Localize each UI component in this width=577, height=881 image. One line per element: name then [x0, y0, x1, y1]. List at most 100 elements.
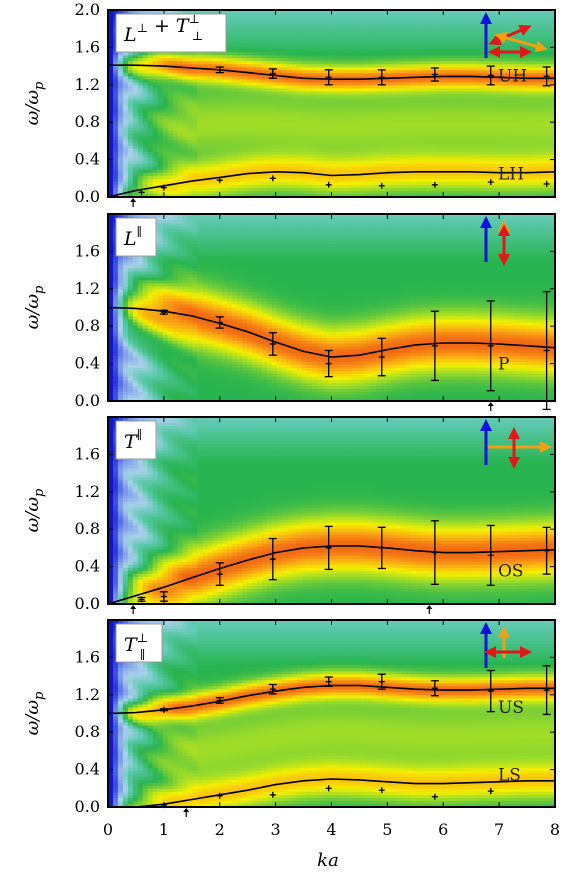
heatmap-cell — [122, 94, 129, 99]
heatmap-cell — [137, 103, 144, 108]
heatmap-cell — [152, 82, 159, 87]
heatmap-cell — [112, 139, 119, 144]
heatmap-cell — [137, 61, 144, 65]
heatmap-cell — [167, 112, 174, 117]
heatmap-cell — [257, 85, 263, 90]
heatmap-cell — [127, 52, 134, 56]
heatmap-cell — [242, 139, 248, 144]
heatmap-cell — [207, 55, 213, 59]
heatmap-cell — [232, 148, 238, 153]
heatmap-cell — [222, 100, 228, 105]
heatmap-cell — [192, 76, 198, 80]
heatmap-cell — [132, 175, 139, 180]
heatmap-cell — [127, 136, 134, 141]
heatmap-cell — [147, 10, 154, 14]
heatmap-cell — [232, 52, 238, 56]
heatmap-cell — [242, 136, 248, 141]
heatmap-cell — [182, 115, 189, 120]
heatmap-cell — [187, 79, 194, 83]
heatmap-cell — [222, 124, 228, 129]
heatmap-cell — [167, 151, 174, 156]
heatmap-cell — [227, 124, 233, 129]
heatmap-cell — [222, 148, 228, 153]
heatmap-cell — [157, 139, 164, 144]
heatmap-cell — [122, 160, 129, 165]
heatmap-cell — [147, 154, 154, 159]
heatmap-cell — [117, 175, 124, 180]
heatmap-cell — [257, 109, 263, 114]
heatmap-cell — [152, 58, 159, 62]
heatmap-cell — [137, 85, 144, 90]
heatmap-cell — [162, 157, 169, 162]
heatmap-cell — [117, 58, 124, 62]
heatmap-cell — [237, 187, 243, 192]
heatmap-cell — [212, 91, 218, 96]
heatmap-cell — [162, 187, 169, 192]
heatmap-cell — [237, 28, 243, 32]
heatmap-cell — [108, 127, 114, 132]
heatmap-cell — [252, 49, 258, 53]
heatmap-cell — [157, 169, 164, 174]
heatmap-cell — [207, 139, 213, 144]
heatmap-cell — [152, 109, 159, 114]
heatmap-cell — [147, 115, 154, 120]
heatmap-cell — [232, 115, 238, 120]
heatmap-cell — [122, 103, 129, 108]
heatmap-cell — [222, 127, 228, 132]
heatmap-cell — [187, 58, 194, 62]
heatmap-cell — [152, 145, 159, 150]
heatmap-cell — [197, 73, 203, 77]
heatmap-cell — [222, 64, 228, 68]
heatmap-cell — [117, 109, 124, 114]
heatmap-cell — [222, 187, 228, 192]
heatmap-cell — [147, 94, 154, 99]
heatmap-cell — [227, 106, 233, 111]
heatmap-cell — [237, 37, 243, 41]
heatmap-cell — [197, 190, 203, 195]
heatmap-cell — [187, 130, 194, 135]
heatmap-cell — [247, 82, 253, 87]
heatmap-cell — [187, 142, 194, 147]
heatmap-cell — [222, 88, 228, 93]
heatmap-cell — [237, 151, 243, 156]
heatmap-cell — [108, 121, 114, 126]
heatmap-cell — [247, 73, 253, 77]
heatmap-cell — [252, 94, 258, 99]
heatmap-cell — [137, 184, 144, 189]
heatmap-cell — [177, 172, 184, 177]
heatmap-cell — [227, 181, 233, 186]
heatmap-cell — [157, 193, 164, 198]
heatmap-cell — [137, 97, 144, 102]
heatmap-cell — [172, 109, 179, 114]
heatmap-cell — [252, 13, 258, 17]
heatmap-cell — [137, 166, 144, 171]
heatmap-cell — [137, 154, 144, 159]
heatmap-cell — [112, 187, 119, 192]
heatmap-cell — [252, 82, 258, 87]
heatmap-cell — [257, 178, 263, 183]
heatmap-cell — [172, 151, 179, 156]
heatmap-cell — [202, 112, 208, 117]
heatmap-cell — [152, 127, 159, 132]
heatmap-cell — [177, 73, 184, 77]
heatmap-cell — [207, 79, 213, 83]
heatmap-cell — [212, 166, 218, 171]
heatmap-cell — [247, 178, 253, 183]
heatmap-cell — [108, 106, 114, 111]
heatmap-cell — [187, 136, 194, 141]
heatmap-cell — [222, 52, 228, 56]
heatmap-cell — [217, 118, 223, 123]
heatmap-cell — [127, 181, 134, 186]
heatmap-cell — [117, 172, 124, 177]
heatmap-cell — [172, 91, 179, 96]
heatmap-cell — [227, 190, 233, 195]
heatmap-cell — [122, 73, 129, 77]
heatmap-cell — [137, 145, 144, 150]
heatmap-cell — [237, 10, 243, 14]
heatmap-cell — [232, 64, 238, 68]
heatmap-cell — [217, 181, 223, 186]
heatmap-cell — [222, 73, 228, 77]
heatmap-cell — [108, 166, 114, 171]
heatmap-cell — [187, 103, 194, 108]
heatmap-cell — [197, 184, 203, 189]
